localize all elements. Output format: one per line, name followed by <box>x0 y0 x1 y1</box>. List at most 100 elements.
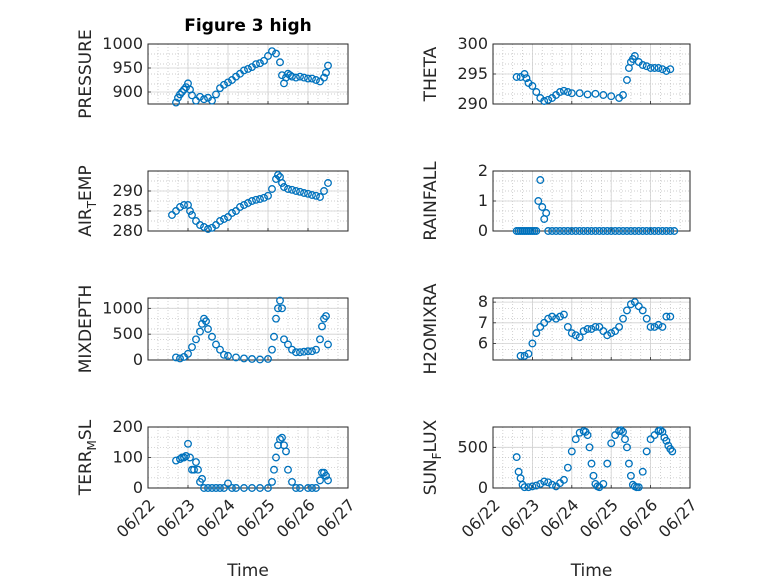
data-point <box>575 333 584 342</box>
data-point <box>308 74 316 83</box>
data-point <box>324 61 332 70</box>
data-point <box>542 209 551 217</box>
data-point <box>272 49 280 58</box>
data-point <box>200 95 208 104</box>
data-point <box>204 484 212 492</box>
x-tick-label: 06/22 <box>113 495 159 541</box>
data-point <box>320 73 328 82</box>
data-point <box>575 227 584 235</box>
data-point <box>212 484 220 492</box>
data-point <box>650 431 659 440</box>
x-tick-label: 06/26 <box>273 495 319 541</box>
y-axis-label-main: PRESSURE <box>76 29 96 118</box>
data-point <box>300 73 308 82</box>
data-point <box>300 189 308 197</box>
x-tick-label: 06/27 <box>655 495 701 541</box>
data-point <box>662 67 671 75</box>
data-point <box>611 227 620 235</box>
y-tick-label: 1000 <box>102 298 143 317</box>
data-point <box>548 480 557 489</box>
data-point <box>544 95 553 104</box>
data-point <box>528 339 537 348</box>
y-tick-label: 285 <box>112 201 143 220</box>
data-point <box>192 458 200 467</box>
y-tick-label: 300 <box>457 34 488 53</box>
y-axis-label: SUNFLUX <box>421 419 444 495</box>
data-point <box>240 354 248 363</box>
data-point <box>276 296 284 305</box>
data-point <box>617 426 625 435</box>
data-point <box>232 353 240 362</box>
data-point <box>556 312 564 321</box>
data-point <box>630 227 639 235</box>
data-point <box>662 312 671 321</box>
data-point <box>308 484 316 492</box>
data-point <box>567 89 576 98</box>
data-point <box>559 310 568 319</box>
y-axis-label: H2OMIXRA <box>421 283 441 374</box>
data-point <box>599 91 608 99</box>
data-point <box>278 179 286 187</box>
data-point <box>280 335 288 344</box>
data-point <box>619 91 627 99</box>
data-point <box>216 217 224 225</box>
data-point <box>567 329 576 338</box>
data-point <box>619 227 627 235</box>
y-axis-label: THETA <box>421 46 441 102</box>
data-point <box>252 195 260 204</box>
data-point <box>292 187 300 195</box>
axes-box <box>492 297 691 361</box>
data-point <box>563 227 572 235</box>
data-point <box>646 435 655 444</box>
data-point <box>284 185 292 193</box>
data-point <box>312 484 320 492</box>
data-point <box>634 227 643 235</box>
y-tick-label: 0 <box>133 478 143 497</box>
data-point <box>552 227 560 235</box>
data-point <box>619 314 627 323</box>
y-axis-label-rest: SL <box>76 419 96 440</box>
chart-title: Figure 3 high <box>184 16 312 36</box>
data-point <box>646 322 655 331</box>
x-tick-label: 06/22 <box>458 495 504 541</box>
data-point <box>288 72 296 81</box>
subplot-5: 0 500 1000 MIXDEPTH <box>76 285 349 374</box>
data-point <box>264 191 272 200</box>
x-tick-label: 06/25 <box>233 495 279 541</box>
data-point <box>587 227 596 235</box>
data-point <box>300 347 308 356</box>
data-point <box>212 90 220 99</box>
data-point <box>603 331 612 340</box>
data-point <box>276 435 284 444</box>
data-point <box>575 89 584 98</box>
y-axis-label: MIXDEPTH <box>76 285 96 374</box>
data-point <box>224 479 232 488</box>
data-point <box>192 217 200 225</box>
data-point <box>615 322 624 331</box>
y-axis-label: TERRMSL <box>76 419 99 496</box>
data-point <box>583 325 592 333</box>
data-point <box>172 456 180 465</box>
data-point <box>208 332 216 341</box>
data-point <box>244 199 252 207</box>
data-point <box>583 90 592 99</box>
data-point <box>642 62 651 71</box>
data-point <box>548 227 557 235</box>
data-point <box>642 227 651 235</box>
y-tick-label: 0 <box>133 350 143 369</box>
y-axis-label-main: AIR <box>76 208 96 237</box>
y-axis-label-subscript: F <box>430 452 444 459</box>
data-point <box>585 443 594 452</box>
data-point <box>172 207 180 215</box>
data-point <box>252 60 260 69</box>
data-point <box>260 56 268 65</box>
axes-box <box>492 426 691 489</box>
data-point <box>579 227 588 235</box>
data-point <box>272 175 280 183</box>
data-point <box>304 347 312 356</box>
data-point <box>324 476 332 485</box>
y-axis-label-subscript: T <box>85 200 99 209</box>
